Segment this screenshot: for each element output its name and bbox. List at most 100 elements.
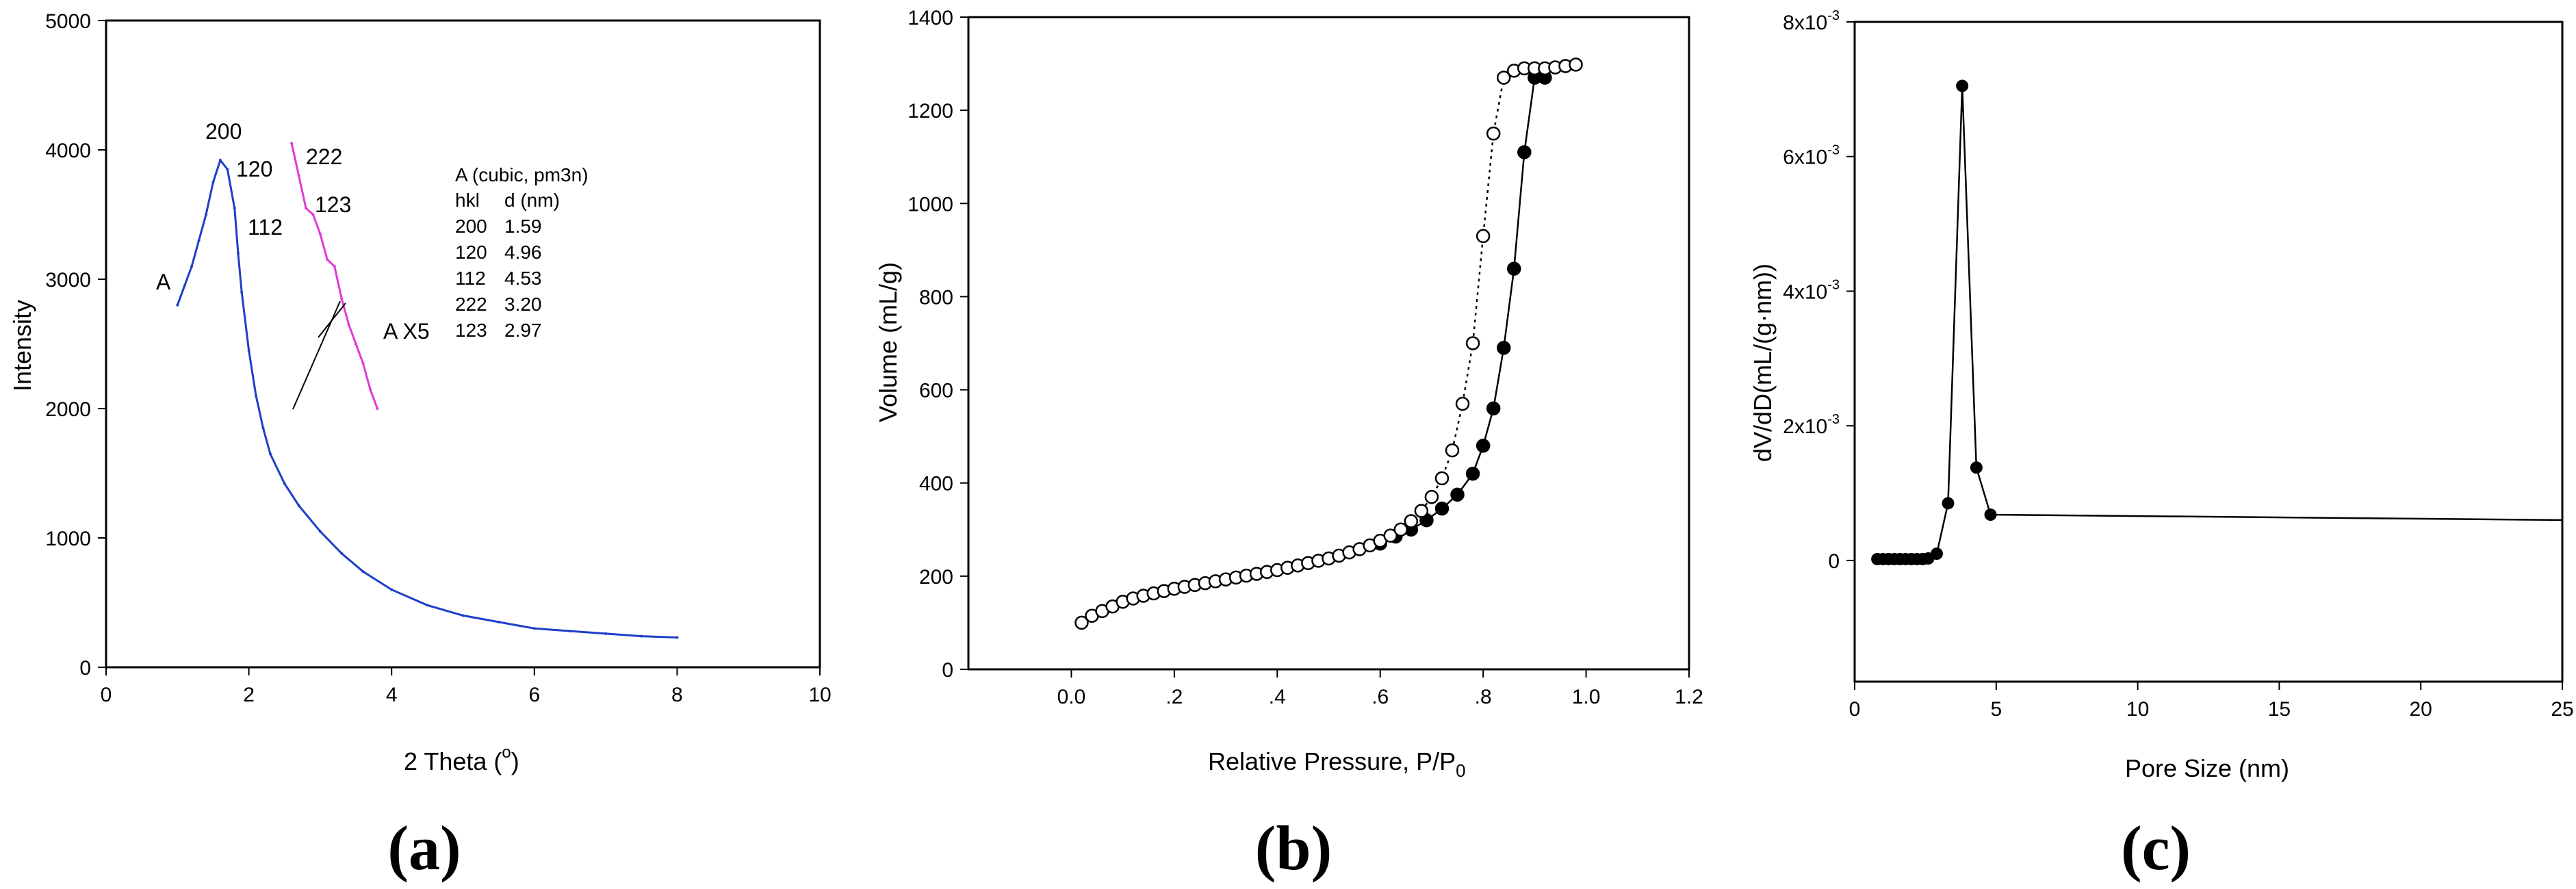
psd-point xyxy=(1942,497,1955,510)
hkl-row-hkl: 222 xyxy=(455,294,487,315)
xrd-data-point xyxy=(376,407,379,410)
desorption-point xyxy=(1465,336,1480,350)
xrd-data-point xyxy=(290,142,294,145)
y-tick-label: 800 xyxy=(919,286,953,309)
adsorption-point xyxy=(1496,341,1511,355)
peak-label-120: 120 xyxy=(236,157,272,181)
xrd-data-point xyxy=(326,258,329,261)
panel-a-plot-frame xyxy=(105,19,821,669)
xrd-data-point xyxy=(283,482,286,485)
hkl-table-title: A (cubic, pm3n) xyxy=(455,164,589,185)
x-tick-label: 10 xyxy=(2126,698,2149,721)
adsorption-point xyxy=(1465,466,1480,481)
x-tick-label: 1.0 xyxy=(1572,686,1601,708)
desorption-point xyxy=(1414,504,1429,518)
xrd-data-point xyxy=(340,297,344,300)
panel-a-chart: 0 2 4 6 8 10 0 1000 2000 3000 4000 5000 2 Theta (o)… xyxy=(8,10,832,883)
peak-label-222: 222 xyxy=(306,144,342,169)
panel-a-ylabel: Intensity xyxy=(8,300,36,391)
y-tick-label: 1000 xyxy=(907,193,953,216)
magnify-pointer-2 xyxy=(318,302,346,338)
xrd-data-point xyxy=(218,159,222,162)
desorption-point xyxy=(1393,522,1408,537)
xrd-data-point xyxy=(236,252,240,255)
desorption-point xyxy=(1383,528,1398,543)
hkl-row-d: 4.96 xyxy=(504,242,542,263)
xrd-data-point xyxy=(640,634,643,638)
magnify-pointer xyxy=(292,300,341,410)
y-tick-exponent: -3 xyxy=(1827,8,1840,23)
y-tick-label: 1000 xyxy=(45,528,91,550)
x-tick-label: 20 xyxy=(2410,698,2432,721)
xrd-data-point xyxy=(355,342,358,346)
hkl-row-d: 1.59 xyxy=(504,216,542,237)
psd-line xyxy=(1877,86,2563,561)
xrd-data-point xyxy=(261,426,265,430)
y-tick-exponent: -3 xyxy=(1827,412,1840,427)
series-label-a: A xyxy=(156,270,171,294)
y-tick-label: 400 xyxy=(919,473,953,495)
x-tick-label: 6 xyxy=(528,684,540,706)
x-tick-label: 15 xyxy=(2268,698,2291,721)
xrd-data-point xyxy=(205,213,208,216)
x-tick-label: 2 xyxy=(243,684,255,706)
xrd-data-point xyxy=(318,530,322,533)
x-tick-label: 4 xyxy=(386,684,398,706)
desorption-point xyxy=(1434,471,1450,486)
y-tick-label: 0 xyxy=(79,657,91,680)
y-tick-label: 0 xyxy=(942,659,953,682)
xrd-data-point xyxy=(318,232,322,235)
x-tick-label: 0 xyxy=(101,684,112,706)
xrd-data-point xyxy=(461,614,465,617)
xrd-data-point xyxy=(190,265,194,268)
xrd-data-point xyxy=(183,284,186,287)
panel-b-plot-frame xyxy=(967,16,1690,671)
xrd-data-point xyxy=(240,290,244,294)
xrd-data-point xyxy=(340,552,344,555)
xrd-data-point xyxy=(197,239,201,242)
adsorption-point xyxy=(1486,401,1501,416)
xrd-data-point xyxy=(311,213,315,216)
x-tick-label: .6 xyxy=(1371,686,1389,708)
psd-point xyxy=(1970,461,1983,474)
x-tick-label: .4 xyxy=(1269,686,1286,708)
panel-b-chart: 0.0 .2 .4 .6 .8 1.0 1.2 0 200 400 600 800 1000 1200 14… xyxy=(874,7,1703,883)
x-tick-label: 1.2 xyxy=(1675,686,1703,708)
y-tick-label: 0 xyxy=(1828,550,1840,573)
y-tick-label: 600 xyxy=(919,380,953,402)
y-tick-label: 4x10-3 xyxy=(1783,277,1840,303)
xrd-data-point xyxy=(568,630,571,633)
psd-point xyxy=(1984,508,1997,521)
y-tick-label: 1400 xyxy=(907,7,953,29)
y-tick-label: 3000 xyxy=(45,269,91,292)
xrd-data-point xyxy=(297,174,300,177)
xrd-data-point xyxy=(226,168,229,171)
xrd-data-point xyxy=(390,588,394,591)
hkl-row-hkl: 200 xyxy=(455,216,487,237)
desorption-point xyxy=(1424,489,1439,504)
xrd-data-point xyxy=(361,570,365,574)
x-tick-label: .2 xyxy=(1165,686,1183,708)
hkl-row-d: 4.53 xyxy=(504,268,542,289)
xrd-data-point xyxy=(497,620,500,623)
y-tick-label: 200 xyxy=(919,566,953,589)
hkl-table-header-d: d (nm) xyxy=(504,190,560,211)
panel-a-xlabel-unit: o xyxy=(502,743,511,762)
psd-point xyxy=(1956,79,1969,92)
hkl-row-hkl: 112 xyxy=(455,268,486,289)
y-tick-label: 8x10-3 xyxy=(1783,8,1840,34)
desorption-point xyxy=(1476,229,1491,244)
x-tick-label: 10 xyxy=(808,684,831,706)
hkl-row-d: 3.20 xyxy=(504,294,542,315)
xrd-data-point xyxy=(176,303,179,307)
hkl-row-d: 2.97 xyxy=(504,320,542,341)
xrd-data-point xyxy=(211,181,215,184)
adsorption-point xyxy=(1434,501,1450,516)
y-tick-label: 5000 xyxy=(45,10,91,33)
panel-a-label: (a) xyxy=(387,813,461,883)
x-tick-label: 0 xyxy=(1849,698,1861,721)
psd-point xyxy=(1930,547,1943,561)
panel-b-xlabel-sub: 0 xyxy=(1456,760,1465,781)
hkl-table-header-hkl: hkl xyxy=(455,190,480,211)
y-tick-label: 1200 xyxy=(907,100,953,123)
